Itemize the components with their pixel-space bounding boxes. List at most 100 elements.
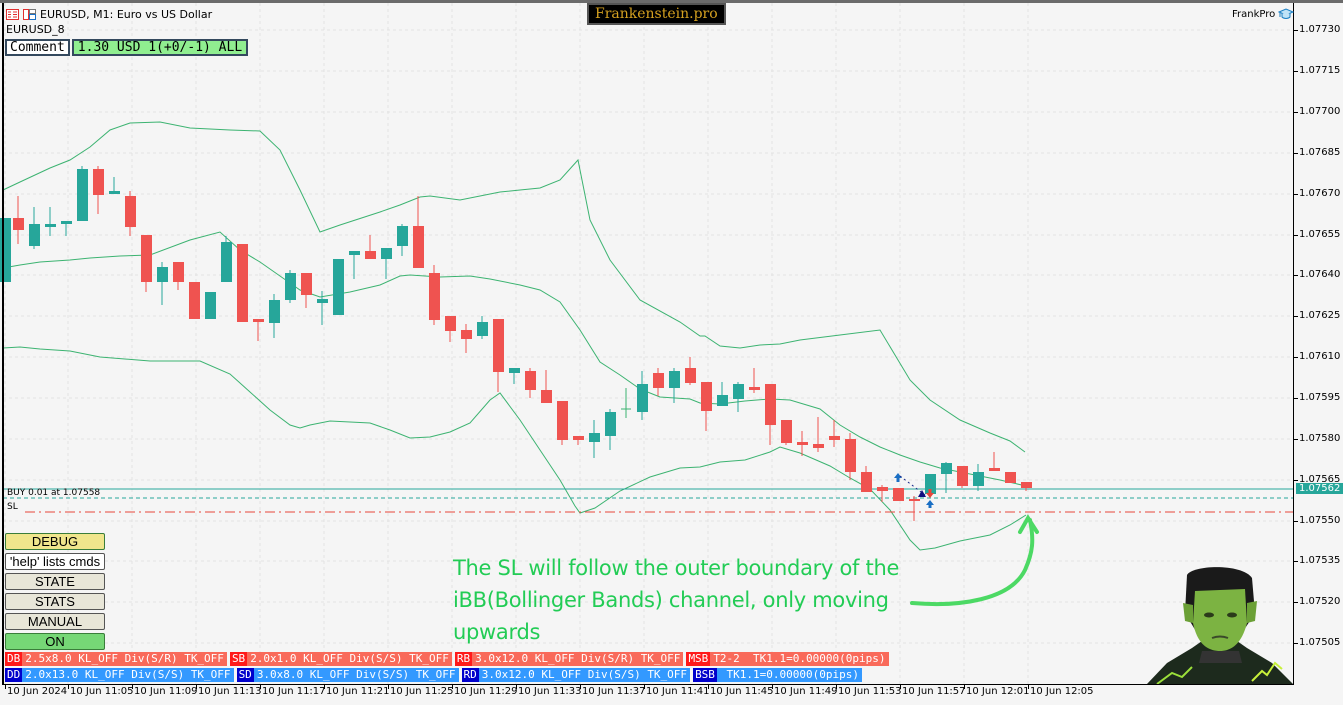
strategy-row-buy: DB 2.5x8.0 KL_OFF Div(S/R) TK_OFF SB 2.0x1.… bbox=[5, 652, 892, 666]
candle bbox=[621, 388, 631, 418]
band-upper bbox=[2, 121, 1026, 453]
account-name: FrankPro bbox=[1232, 8, 1276, 20]
price-tick-label: 1.07625 bbox=[1299, 310, 1341, 321]
candle bbox=[573, 436, 584, 445]
candle bbox=[829, 420, 840, 447]
strategy-value: T2-2 TK1.1=0.00000(0pips) bbox=[710, 652, 889, 666]
strategy-value: 2.0x13.0 KL_OFF Div(S/S) TK_OFF bbox=[22, 668, 234, 682]
chart-title: EURUSD, M1: Euro vs US Dollar bbox=[40, 7, 213, 21]
time-tick-label: 10 Jun 2024 bbox=[4, 684, 68, 697]
price-tick-label: 1.07610 bbox=[1299, 351, 1341, 362]
candle bbox=[365, 235, 376, 259]
candle bbox=[109, 177, 120, 194]
candle bbox=[973, 464, 984, 491]
candle bbox=[509, 368, 520, 384]
symbol-label: EURUSD_8 bbox=[6, 23, 65, 36]
candle bbox=[0, 218, 11, 282]
band-middle bbox=[2, 231, 1027, 487]
candle bbox=[1005, 472, 1016, 483]
graduation-cap-icon[interactable] bbox=[1278, 8, 1295, 20]
current-price-label: 1.07562 bbox=[1296, 483, 1343, 494]
trade-markers bbox=[894, 473, 934, 508]
price-tick-label: 1.07670 bbox=[1299, 188, 1341, 199]
time-tick-label: 10 Jun 11:17 bbox=[260, 684, 326, 697]
annotation-text: The SL will follow the outer boundary of… bbox=[453, 556, 900, 644]
candle bbox=[525, 368, 536, 398]
help-lists-cmds-button[interactable]: 'help' lists cmds bbox=[5, 553, 105, 570]
window-top-border bbox=[0, 0, 1343, 3]
time-tick-label: 10 Jun 11:21 bbox=[324, 684, 390, 697]
candle bbox=[861, 466, 872, 492]
time-tick-label: 10 Jun 11:09 bbox=[132, 684, 198, 697]
candle bbox=[749, 368, 760, 393]
candle bbox=[637, 371, 648, 420]
candle bbox=[157, 262, 168, 305]
time-tick-label: 10 Jun 11:29 bbox=[452, 684, 518, 697]
candle bbox=[557, 401, 568, 445]
candle bbox=[733, 382, 744, 412]
strategy-value: TK1.1=0.00000(0pips) bbox=[716, 668, 863, 682]
strategy-bsb[interactable]: BSB TK1.1=0.00000(0pips) bbox=[693, 668, 863, 682]
candle bbox=[269, 294, 280, 338]
price-tick-label: 1.07640 bbox=[1299, 269, 1341, 280]
candlesticks bbox=[0, 166, 1032, 521]
price-tick-label: 1.07565 bbox=[1299, 474, 1341, 485]
sell-arrow-icon bbox=[926, 489, 934, 498]
price-tick-label: 1.07730 bbox=[1299, 24, 1341, 35]
buy-order-label[interactable]: BUY 0.01 at 1.07558 bbox=[7, 488, 101, 498]
strategy-sd[interactable]: SD 3.0x8.0 KL_OFF Div(S/S) TK_OFF bbox=[236, 668, 459, 682]
price-tick-label: 1.07535 bbox=[1299, 555, 1341, 566]
list-icon[interactable] bbox=[6, 8, 19, 20]
chart-left-border bbox=[2, 3, 4, 685]
debug-button[interactable]: DEBUG bbox=[5, 533, 105, 550]
chart-window-icon[interactable] bbox=[23, 8, 36, 20]
candle bbox=[333, 259, 344, 315]
time-tick-label: 10 Jun 11:57 bbox=[900, 684, 966, 697]
time-tick-label: 10 Jun 11:25 bbox=[388, 684, 454, 697]
strategy-dd[interactable]: DD 2.0x13.0 KL_OFF Div(S/S) TK_OFF bbox=[5, 668, 234, 682]
candle bbox=[397, 224, 408, 256]
strategy-value: 3.0x8.0 KL_OFF Div(S/S) TK_OFF bbox=[253, 668, 459, 682]
frankenstein-avatar bbox=[1147, 567, 1293, 684]
candle bbox=[541, 370, 552, 403]
price-tick-label: 1.07520 bbox=[1299, 596, 1341, 607]
time-tick-label: 10 Jun 11:33 bbox=[516, 684, 582, 697]
time-tick-label: 10 Jun 11:41 bbox=[644, 684, 710, 697]
candle bbox=[685, 357, 696, 385]
candle bbox=[813, 417, 824, 452]
strategy-sb[interactable]: SB 2.0x1.0 KL_OFF Div(S/S) TK_OFF bbox=[229, 652, 452, 666]
annotation-arrow bbox=[910, 514, 1039, 607]
candle bbox=[317, 291, 328, 325]
buy-arrow-icon-2 bbox=[926, 500, 934, 508]
candle bbox=[797, 431, 808, 456]
candle bbox=[669, 368, 680, 403]
strategy-value: 3.0x12.0 KL_OFF Div(S/R) TK_OFF bbox=[472, 652, 684, 666]
candle bbox=[845, 433, 856, 480]
time-tick-label: 10 Jun 11:37 bbox=[580, 684, 646, 697]
strategy-tag: BSB bbox=[693, 668, 717, 682]
price-tick-label: 1.07505 bbox=[1299, 637, 1341, 648]
state-button[interactable]: STATE bbox=[5, 573, 105, 590]
on-button[interactable]: ON bbox=[5, 633, 105, 650]
strategy-rb[interactable]: RB 3.0x12.0 KL_OFF Div(S/R) TK_OFF bbox=[454, 652, 684, 666]
manual-button[interactable]: MANUAL bbox=[5, 613, 105, 630]
strategy-rd[interactable]: RD 3.0x12.0 KL_OFF Div(S/S) TK_OFF bbox=[461, 668, 691, 682]
candle bbox=[765, 384, 776, 445]
candle bbox=[205, 292, 216, 319]
stats-button[interactable]: STATS bbox=[5, 593, 105, 610]
strategy-tag: RD bbox=[461, 668, 479, 682]
candle bbox=[77, 166, 88, 221]
stop-loss-label[interactable]: SL bbox=[7, 502, 18, 512]
candle bbox=[701, 382, 712, 431]
trade-connector-line bbox=[899, 475, 926, 496]
strategy-msb[interactable]: MSB T2-2 TK1.1=0.00000(0pips) bbox=[686, 652, 889, 666]
strategy-db[interactable]: DB 2.5x8.0 KL_OFF Div(S/R) TK_OFF bbox=[5, 652, 227, 666]
candle bbox=[237, 244, 248, 322]
candle bbox=[445, 316, 456, 342]
candle bbox=[941, 462, 952, 493]
candle bbox=[589, 420, 600, 458]
candle bbox=[221, 236, 232, 282]
time-tick-label: 10 Jun 12:01 bbox=[964, 684, 1030, 697]
strategy-tag: SD bbox=[236, 668, 254, 682]
